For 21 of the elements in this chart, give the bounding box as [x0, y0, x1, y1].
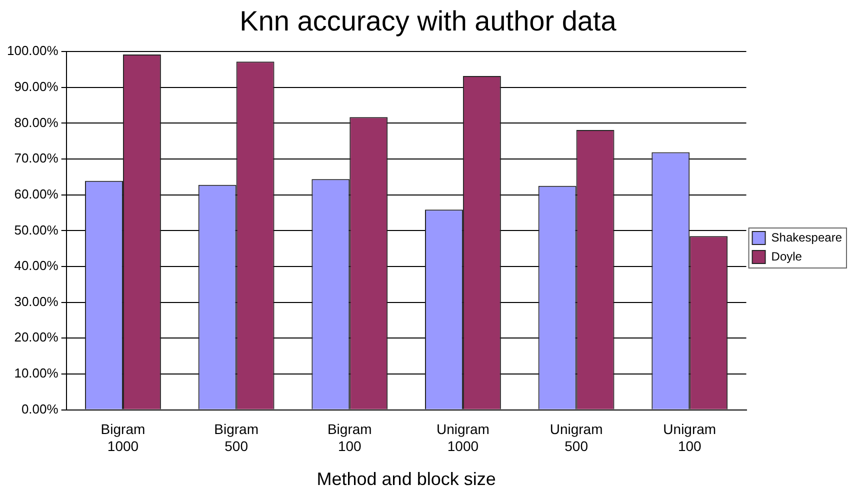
y-tick-label: 20.00% [14, 330, 59, 345]
y-tick-label: 80.00% [14, 114, 59, 130]
x-tick-label: Unigram 100 [663, 421, 716, 454]
x-tick-label: Unigram 500 [550, 421, 603, 454]
legend-label: Doyle [771, 249, 802, 264]
y-tick-label: 30.00% [14, 294, 59, 309]
x-tick-label: Unigram 1000 [436, 421, 490, 454]
x-axis-title: Method and block size [316, 469, 496, 490]
x-tick-label: Bigram 500 [214, 421, 258, 454]
x-tick-label: Bigram 1000 [100, 421, 146, 454]
y-tick-label: 40.00% [14, 258, 59, 274]
chart-title: Knn accuracy with author data [240, 6, 617, 37]
y-tick-label: 90.00% [14, 79, 59, 94]
y-tick-label: 100.00% [6, 43, 59, 58]
y-tick-label: 50.00% [14, 222, 59, 238]
y-tick-label: 0.00% [21, 401, 59, 416]
y-tick-label: 60.00% [14, 186, 59, 202]
x-tick-label: Bigram 100 [327, 421, 372, 454]
legend-label: Shakespeare [771, 230, 842, 244]
y-tick-label: 10.00% [14, 366, 59, 381]
y-tick-label: 70.00% [14, 150, 59, 166]
